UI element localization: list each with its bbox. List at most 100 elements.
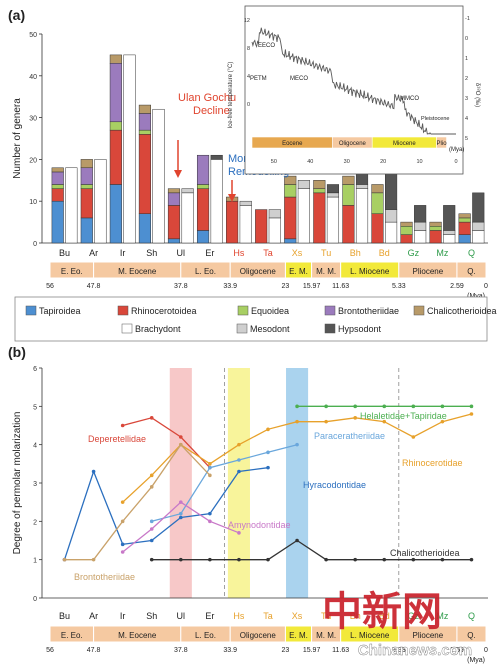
crown-bar-segment <box>65 167 78 244</box>
series-point <box>179 557 183 562</box>
age-label: 23 <box>282 283 290 290</box>
a-category-label: Q <box>468 248 475 258</box>
crown-bar-segment <box>297 188 310 244</box>
series-point <box>266 427 270 432</box>
taxa-bar-segment <box>109 54 122 64</box>
epoch-label: E. M. <box>289 631 308 640</box>
inset-ytick-left: 8 <box>247 46 250 52</box>
b-ytick-label: 6 <box>33 366 37 373</box>
legend-label: Brachydont <box>135 324 181 334</box>
epoch-label: M. Eocene <box>118 267 157 276</box>
legend-swatch <box>25 305 37 316</box>
series-point <box>411 404 416 409</box>
mongolian-arrow-head <box>228 194 236 202</box>
crown-bar-segment <box>414 205 427 223</box>
inset-ytick-right: 2 <box>465 76 468 82</box>
a-category-label: Xs <box>292 248 303 258</box>
taxa-bar-segment <box>196 188 210 231</box>
series-line <box>151 539 472 561</box>
age-label: 37.8 <box>174 647 188 654</box>
series-point <box>469 404 474 409</box>
age-label: 33.9 <box>223 283 237 290</box>
legend-label: Chalicotherioidea <box>427 306 497 316</box>
series-label: Amynodontidae <box>228 520 291 530</box>
series-point <box>179 511 183 516</box>
inset-ytick-right: 4 <box>465 116 468 122</box>
a-ytick-label: 0 <box>33 241 37 248</box>
series-point <box>208 473 212 478</box>
series-label: Deperetellidae <box>88 434 146 444</box>
taxa-bar-segment <box>400 234 413 244</box>
crown-bar-segment <box>472 192 485 223</box>
series-point <box>149 519 154 524</box>
age-label: 2.59 <box>450 647 464 654</box>
series-point <box>120 500 125 504</box>
inset-climate-curve <box>251 27 456 135</box>
series-point <box>295 404 299 409</box>
series-point <box>266 465 270 470</box>
crown-bar-segment <box>414 221 427 231</box>
taxa-bar-segment <box>167 188 181 194</box>
watermark-en: Chinanews.com <box>358 642 472 659</box>
b-category-label: Ul <box>177 611 186 621</box>
legend-swatch <box>121 323 133 334</box>
crown-bar-segment <box>355 188 369 244</box>
crown-bar-segment <box>472 230 485 244</box>
series-point <box>324 419 328 424</box>
series-point <box>208 465 212 470</box>
a-category-label: Ta <box>263 248 273 258</box>
series-point <box>149 538 154 543</box>
taxa-bar-segment <box>138 129 151 135</box>
inset-event-eeco: EECO <box>258 43 275 49</box>
taxa-bar-segment <box>51 184 64 189</box>
panel-b-epoch-bar: E. Eo. M. Eocene L. Eo. Oligocene E. M. M. M.… <box>49 625 487 643</box>
age-label: 11.63 <box>332 283 349 290</box>
series-point <box>91 469 96 474</box>
crown-bar-segment <box>326 184 340 194</box>
series-point <box>237 531 241 535</box>
a-category-label: Mz <box>436 248 448 258</box>
taxa-bar-segment <box>138 213 151 244</box>
series-line <box>151 444 298 522</box>
taxa-bar-segment <box>51 167 64 173</box>
series-point <box>208 519 212 524</box>
b-category-label: Bu <box>59 611 70 621</box>
crown-bar-segment <box>443 230 456 235</box>
series-point <box>179 435 183 439</box>
crown-bar-segment <box>443 234 456 244</box>
panel-b-age-labels: 56 47.8 37.8 33.9 23 15.97 11.63 5.33 2.59 0 (Mya) <box>46 647 488 664</box>
series-point <box>353 557 358 562</box>
a-ytick-label: 50 <box>29 32 37 39</box>
epoch-label: Q. <box>467 631 475 640</box>
taxa-bar-segment <box>167 205 181 240</box>
taxa-bar-segment <box>80 167 93 185</box>
b-category-label: Bd <box>379 611 390 621</box>
a-category-label: Ul <box>177 248 186 258</box>
series-point <box>411 557 416 562</box>
a-category-label: Bd <box>379 248 390 258</box>
series-point <box>208 557 212 562</box>
age-label: 37.8 <box>174 283 188 290</box>
crown-bar-segment <box>443 205 456 231</box>
inset-pleistocene: Pleistocene <box>421 116 449 122</box>
inset-ytick-right: -1 <box>465 16 470 22</box>
taxa-bar-segment <box>51 188 64 202</box>
b-category-label: Er <box>205 611 214 621</box>
b-category-label: Tu <box>321 611 331 621</box>
b-category-label: Ir <box>120 611 126 621</box>
age-label: 11.63 <box>332 647 349 654</box>
legend-swatch <box>117 305 129 316</box>
taxa-bar-segment <box>313 192 326 244</box>
a-ytick-label: 40 <box>29 74 37 81</box>
series-point <box>411 435 416 439</box>
taxa-bar-segment <box>284 196 297 240</box>
taxa-bar-segment <box>226 200 239 244</box>
inset-epoch-segment <box>436 136 447 149</box>
a-category-label: Ir <box>120 248 126 258</box>
taxa-bar-segment <box>342 205 355 244</box>
panel-a-bars: Bu Ar Ir Sh Ul Er Hs Ta Xs Tu Bh Bd Gz Mz Q <box>51 54 485 258</box>
panel-a-age-labels: 56 47.8 37.8 33.9 23 15.97 11.63 5.33 2.59 0 (Mya) <box>46 283 488 300</box>
taxa-bar-segment <box>255 209 268 244</box>
